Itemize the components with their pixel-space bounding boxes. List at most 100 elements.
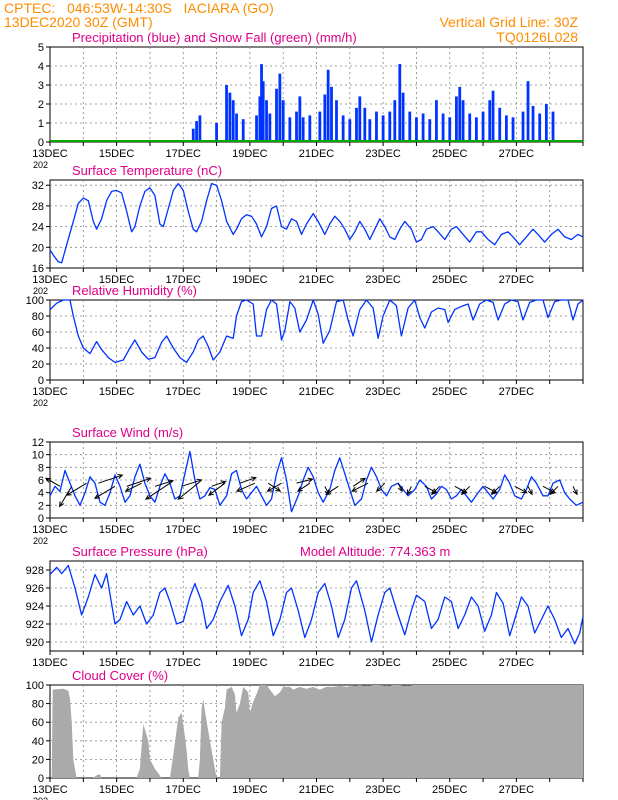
wind-arrow-head bbox=[490, 489, 497, 496]
wind-arrow-head bbox=[275, 486, 282, 492]
panel-title: Relative Humidity (%) bbox=[72, 283, 197, 298]
x-tick-label: 27DEC bbox=[499, 784, 535, 796]
wind-arrow-head bbox=[117, 474, 124, 480]
wind-arrow bbox=[527, 486, 533, 495]
precipitation-bar bbox=[363, 107, 367, 142]
precipitation-bar bbox=[488, 100, 492, 142]
y-tick-label: 926 bbox=[26, 583, 44, 595]
precipitation-bar bbox=[398, 64, 402, 142]
wind-arrow-head bbox=[296, 486, 303, 492]
precipitation-bar bbox=[551, 111, 555, 142]
precipitation-bar bbox=[215, 123, 218, 142]
x-tick-label: 23DEC bbox=[365, 274, 401, 286]
y-tick-label: 0 bbox=[38, 513, 44, 525]
precipitation-bar bbox=[461, 100, 465, 142]
wind-arrow-head bbox=[375, 486, 382, 492]
wind-arrow-head bbox=[207, 490, 214, 496]
precipitation-bar bbox=[355, 107, 358, 142]
precipitation-bar bbox=[498, 107, 502, 142]
x-tick-label: 13DEC bbox=[32, 386, 68, 398]
wind-arrow bbox=[461, 485, 471, 495]
wind-arrow bbox=[154, 480, 174, 487]
precipitation-bar bbox=[401, 92, 405, 142]
y-tick-label: 6 bbox=[38, 475, 44, 487]
wind-arrow-head bbox=[572, 489, 578, 496]
y-tick-label: 2 bbox=[38, 99, 44, 111]
precipitation-bar bbox=[538, 113, 542, 142]
wind-arrow bbox=[376, 482, 386, 492]
wind-arrow bbox=[45, 477, 61, 487]
precipitation-bar bbox=[268, 113, 272, 142]
series-line bbox=[49, 299, 584, 364]
x-tick-label: 17DEC bbox=[166, 274, 202, 286]
y-tick-label: 40 bbox=[32, 343, 44, 355]
wind-arrow bbox=[126, 477, 151, 487]
x-tick-label: 23DEC bbox=[365, 386, 401, 398]
precipitation-bar bbox=[275, 88, 278, 142]
precipitation-bar bbox=[335, 100, 338, 142]
precipitation-bar bbox=[441, 113, 445, 142]
wind-arrow-head bbox=[527, 489, 533, 496]
precipitation-bar bbox=[481, 111, 485, 142]
y-tick-label: 20 bbox=[32, 754, 44, 766]
x-tick-label: 15DEC bbox=[99, 657, 135, 669]
wind-arrow-head bbox=[235, 487, 242, 492]
chart-panel-5: 920 922 924 926 928 13DEC 15DEC 17DEC 19DEC 21DEC… bbox=[26, 544, 584, 669]
x-tick-label: 25DEC bbox=[432, 148, 468, 160]
y-tick-label: 28 bbox=[32, 201, 44, 213]
precipitation-bar bbox=[415, 117, 418, 142]
precipitation-bar bbox=[468, 113, 472, 142]
precipitation-bar bbox=[228, 92, 232, 142]
year-label: 202 bbox=[33, 796, 48, 800]
precipitation-bar bbox=[475, 117, 478, 142]
wind-arrow-head bbox=[144, 494, 151, 500]
x-tick-label: 17DEC bbox=[166, 657, 202, 669]
wind-arrow bbox=[94, 485, 116, 499]
wind-arrow-head bbox=[167, 479, 175, 485]
y-tick-label: 100 bbox=[26, 680, 44, 692]
year-label: 202 bbox=[33, 398, 48, 408]
precipitation-bar bbox=[191, 128, 195, 142]
x-tick-label: 27DEC bbox=[499, 657, 535, 669]
y-tick-label: 924 bbox=[26, 601, 44, 613]
precipitation-bar bbox=[225, 85, 228, 142]
y-tick-label: 922 bbox=[26, 619, 44, 631]
y-tick-label: 60 bbox=[32, 717, 44, 729]
precipitation-bar bbox=[288, 117, 292, 142]
wind-arrow bbox=[236, 482, 256, 492]
y-tick-label: 2 bbox=[38, 500, 44, 512]
wind-arrow bbox=[267, 482, 282, 492]
wind-arrow-head bbox=[177, 494, 184, 500]
wind-arrow bbox=[431, 485, 441, 495]
x-tick-label: 25DEC bbox=[432, 657, 468, 669]
precipitation-bar bbox=[408, 111, 412, 142]
wind-arrow bbox=[297, 482, 311, 492]
wind-arrow bbox=[352, 477, 366, 487]
precipitation-bar bbox=[421, 113, 425, 142]
wind-arrow-head bbox=[430, 489, 437, 496]
x-tick-label: 21DEC bbox=[299, 657, 335, 669]
x-tick-label: 27DEC bbox=[499, 386, 535, 398]
y-tick-label: 3 bbox=[38, 80, 44, 92]
x-tick-label: 13DEC bbox=[32, 784, 68, 796]
y-tick-label: 0 bbox=[38, 137, 44, 149]
x-tick-label: 17DEC bbox=[166, 524, 202, 536]
wind-arrow bbox=[211, 481, 226, 487]
panel-title: Surface Wind (m/s) bbox=[72, 425, 183, 440]
x-tick-label: 25DEC bbox=[432, 274, 468, 286]
y-tick-label: 60 bbox=[32, 327, 44, 339]
precipitation-bar bbox=[260, 64, 263, 142]
wind-arrow-head bbox=[65, 490, 72, 496]
y-tick-label: 32 bbox=[32, 180, 44, 192]
precipitation-bar bbox=[298, 96, 302, 142]
y-tick-label: 40 bbox=[32, 736, 44, 748]
precipitation-bar bbox=[235, 113, 238, 142]
x-tick-label: 17DEC bbox=[166, 148, 202, 160]
wind-arrow bbox=[491, 485, 501, 495]
x-tick-label: 19DEC bbox=[232, 274, 268, 286]
precipitation-bar bbox=[265, 100, 268, 142]
wind-arrow bbox=[239, 477, 257, 484]
wind-arrow-head bbox=[521, 488, 528, 494]
